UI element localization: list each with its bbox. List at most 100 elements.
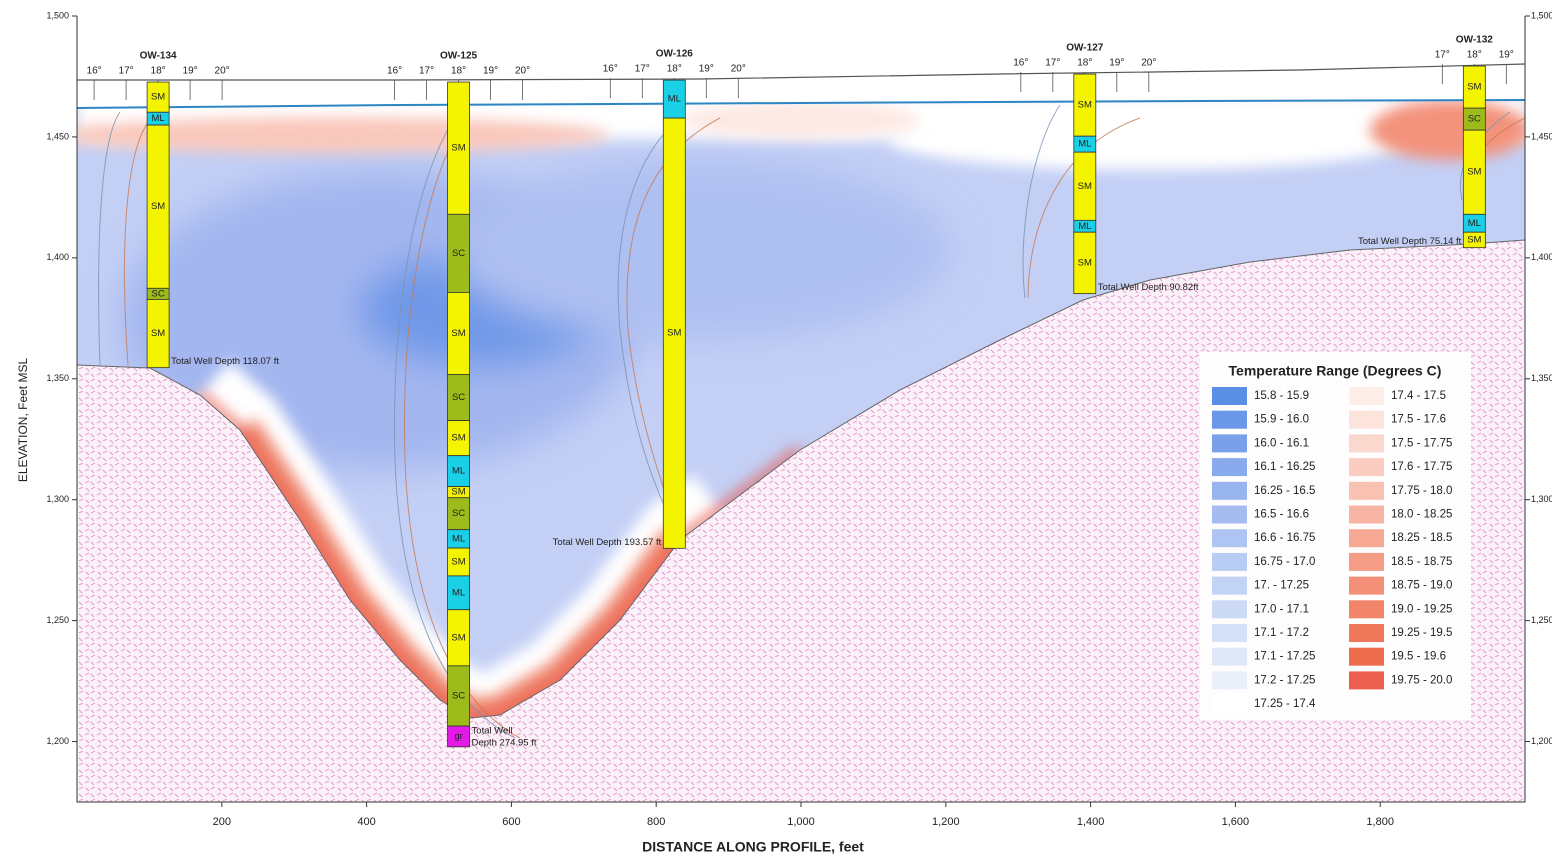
chart: 16° 17° 18° 19° 20° OW-134 SM ML SM SC SM Total Wel… <box>0 0 1552 859</box>
lithology-label: SM <box>451 328 465 339</box>
legend-label: 19.75 - 20.0 <box>1391 674 1452 686</box>
lithology-label: SM <box>451 487 465 498</box>
well-depth-label: Total Well Depth 75.14 ft <box>1358 236 1462 247</box>
temp-tick-label: 19° <box>1109 58 1124 69</box>
temp-tick-label: 17° <box>119 66 134 77</box>
temp-tick-label: 19° <box>183 66 198 77</box>
legend-swatch <box>1212 600 1247 618</box>
legend-swatch <box>1212 577 1247 595</box>
legend-swatch <box>1212 671 1247 689</box>
y-tick-label: 1,250 <box>46 615 69 625</box>
temp-tick-label: 18° <box>151 66 166 77</box>
legend-swatch <box>1349 458 1384 476</box>
legend-label: 17.6 - 17.75 <box>1391 461 1452 473</box>
temp-tick-label: 20° <box>731 64 746 75</box>
lithology-label: SM <box>151 328 165 339</box>
x-axis-title: DISTANCE ALONG PROFILE, feet <box>642 839 864 855</box>
lithology-label: SC <box>452 248 465 259</box>
legend-label: 16.25 - 16.5 <box>1254 485 1315 497</box>
legend-label: 15.9 - 16.0 <box>1254 414 1309 426</box>
lithology-label: SM <box>451 556 465 567</box>
lithology-label: ML <box>1078 221 1091 232</box>
legend-swatch <box>1349 577 1384 595</box>
x-tick-label: 800 <box>647 816 665 828</box>
lithology-label: SC <box>452 508 465 519</box>
ground-surface <box>77 64 1525 80</box>
legend-swatch <box>1349 671 1384 689</box>
legend-label: 18.0 - 18.25 <box>1391 509 1452 521</box>
y-tick-label: 1,300 <box>46 494 69 504</box>
y2-tick-label: 1,300 <box>1531 494 1552 504</box>
well-depth-label: Total Well Depth 118.07 ft <box>171 356 279 367</box>
legend-label: 17.5 - 17.75 <box>1391 437 1452 449</box>
lithology-label: ML <box>668 94 681 105</box>
legend-swatch <box>1349 553 1384 571</box>
temp-tick-label: 16° <box>603 64 618 75</box>
lithology-label: SM <box>451 143 465 154</box>
legend-label: 17.2 - 17.25 <box>1254 674 1315 686</box>
temp-tick-label: 18° <box>1077 58 1092 69</box>
lithology-label: SM <box>1078 100 1092 111</box>
lithology-label: SM <box>1467 82 1481 93</box>
y-tick-label: 1,350 <box>46 373 69 383</box>
lithology-label: SM <box>1467 234 1481 245</box>
x-tick-label: 1,400 <box>1077 816 1105 828</box>
legend-swatch <box>1212 648 1247 666</box>
legend-swatch <box>1349 482 1384 500</box>
well-name: OW-127 <box>1066 43 1103 54</box>
legend-swatch <box>1212 506 1247 524</box>
legend-label: 19.25 - 19.5 <box>1391 627 1452 639</box>
legend-label: 17.4 - 17.5 <box>1391 390 1446 402</box>
y-axis-title: ELEVATION, Feet MSL <box>16 358 30 483</box>
legend-label: 18.5 - 18.75 <box>1391 556 1452 568</box>
legend-label: 16.0 - 16.1 <box>1254 437 1309 449</box>
legend-label: 16.6 - 16.75 <box>1254 532 1315 544</box>
temp-tick-label: 20° <box>1141 58 1156 69</box>
legend-label: 16.1 - 16.25 <box>1254 461 1315 473</box>
legend-label: 16.5 - 16.6 <box>1254 509 1309 521</box>
lithology-label: SM <box>151 201 165 212</box>
temp-tick-label: 17° <box>1045 58 1060 69</box>
temp-tick-label: 20° <box>515 66 530 77</box>
lithology-label: SM <box>1078 181 1092 192</box>
well-depth-label: Total Well Depth 90.82ft <box>1098 282 1199 293</box>
temp-tick-label: 17° <box>1435 50 1450 61</box>
legend-label: 15.8 - 15.9 <box>1254 390 1309 402</box>
well-name: OW-126 <box>656 49 693 60</box>
legend-label: 16.75 - 17.0 <box>1254 556 1315 568</box>
legend-label: 17.0 - 17.1 <box>1254 603 1309 615</box>
y2-tick-label: 1,500 <box>1531 10 1552 20</box>
lithology-label: SM <box>1467 167 1481 178</box>
temp-tick-label: 19° <box>1499 50 1514 61</box>
legend-swatch <box>1349 506 1384 524</box>
temp-tick-label: 18° <box>451 66 466 77</box>
well-depth-label: Total Well <box>472 725 513 736</box>
temp-tick-label: 17° <box>635 64 650 75</box>
legend-label: 18.25 - 18.5 <box>1391 532 1452 544</box>
y-tick-label: 1,500 <box>46 10 69 20</box>
temp-tick-label: 19° <box>699 64 714 75</box>
well-depth-label: Total Well Depth 193.57 ft <box>553 537 662 548</box>
temp-tick-label: 16° <box>1013 58 1028 69</box>
temp-tick-label: 16° <box>387 66 402 77</box>
lithology-label: SC <box>1468 114 1481 125</box>
lithology-label: SM <box>667 328 681 339</box>
lithology-label: ML <box>452 466 465 477</box>
x-tick-label: 1,000 <box>787 816 815 828</box>
x-tick-label: 1,600 <box>1222 816 1250 828</box>
well-name: OW-125 <box>440 51 477 62</box>
legend-swatch <box>1212 458 1247 476</box>
temp-tick-label: 17° <box>419 66 434 77</box>
lithology-label: SC <box>151 288 164 299</box>
legend-swatch <box>1212 482 1247 500</box>
legend-swatch <box>1212 553 1247 571</box>
temp-tick-label: 19° <box>483 66 498 77</box>
legend-swatch <box>1349 387 1384 405</box>
x-tick-label: 1,200 <box>932 816 960 828</box>
legend-swatch <box>1212 434 1247 452</box>
well-name: OW-134 <box>140 51 177 62</box>
well-name: OW-132 <box>1456 35 1493 46</box>
legend-title: Temperature Range (Degrees C) <box>1229 363 1442 379</box>
y-tick-label: 1,200 <box>46 736 69 746</box>
legend-label: 19.0 - 19.25 <box>1391 603 1452 615</box>
